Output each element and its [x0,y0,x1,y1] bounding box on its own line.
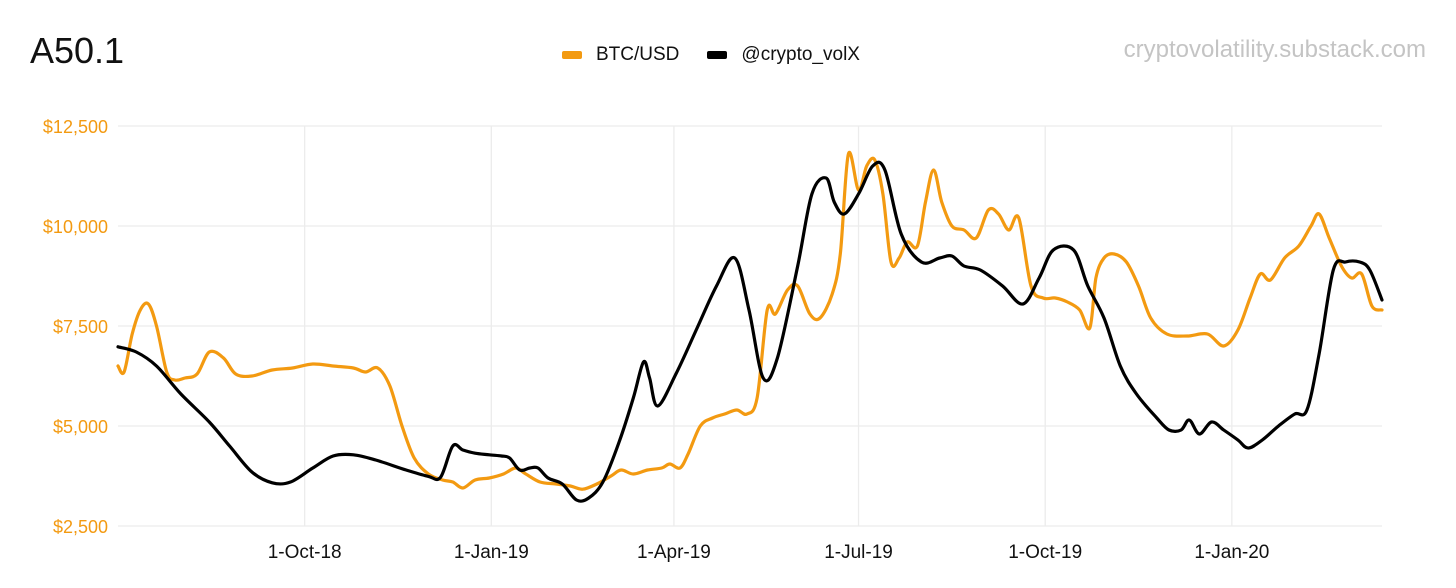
x-axis: 1-Oct-18 1-Jan-19 1-Apr-19 1-Jul-19 1-Oct-19… [268,542,1270,563]
x-tick-label: 1-Oct-19 [1008,542,1082,563]
chart-grid [118,125,1382,527]
legend-label-crypto-volx: @crypto_volX [741,44,860,65]
y-tick-label: $5,000 [53,417,108,437]
y-tick-label: $7,500 [53,317,108,337]
legend-label-btc-usd: BTC/USD [596,44,680,65]
legend-swatch-btc-usd [562,51,582,59]
legend-swatch-crypto-volx [707,51,728,59]
x-tick-label: 1-Apr-19 [637,542,711,563]
chart-series [116,150,1384,503]
legend-item-btc-usd: BTC/USD [562,44,679,66]
x-tick-label: 1-Oct-18 [268,542,342,563]
y-axis: $2,500 $5,000 $7,500 $10,000 $12,500 [43,117,108,537]
chart-title: A50.1 [30,30,125,71]
y-tick-label: $12,500 [43,117,108,137]
x-tick-label: 1-Jan-20 [1194,542,1269,563]
x-tick-label: 1-Jul-19 [824,542,893,563]
y-tick-label: $2,500 [53,517,108,537]
chart-legend: BTC/USD @crypto_volX [562,44,860,66]
watermark-url: cryptovolatility.substack.com [1123,36,1426,63]
y-tick-label: $10,000 [43,217,108,237]
x-tick-label: 1-Jan-19 [454,542,529,563]
series-line-crypto-volx [116,160,1384,503]
legend-item-crypto-volx: @crypto_volX [707,44,860,66]
series-line-btc-usd [116,150,1384,491]
